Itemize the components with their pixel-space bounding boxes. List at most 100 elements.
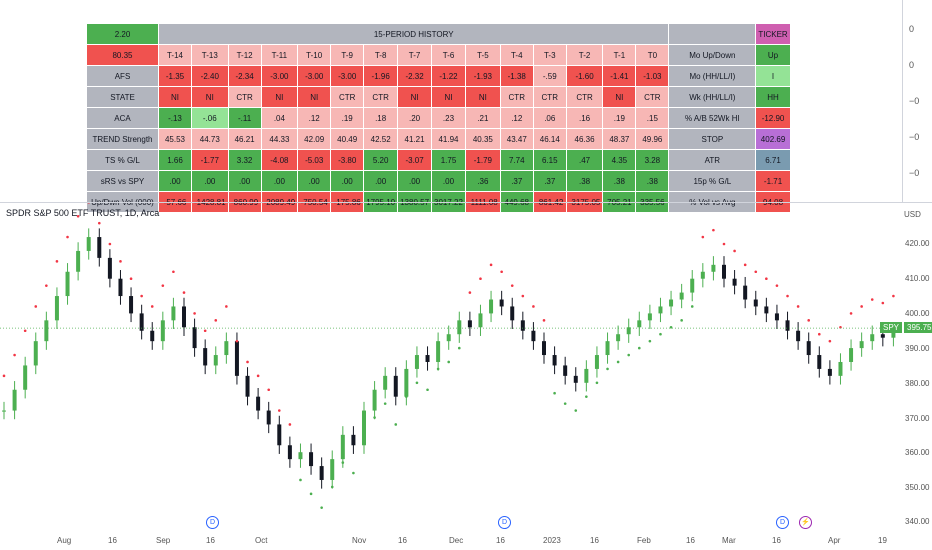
candle bbox=[266, 410, 271, 425]
table-cell: .38 bbox=[565, 170, 604, 192]
stop-dot bbox=[330, 485, 334, 489]
table-cell: .00 bbox=[191, 170, 229, 192]
stop-dot bbox=[383, 402, 387, 405]
table-cell: 3.28 bbox=[635, 149, 670, 171]
candle bbox=[393, 375, 398, 397]
candle bbox=[2, 410, 6, 412]
table-cell: -1.96 bbox=[363, 65, 399, 87]
stop-dot bbox=[839, 325, 842, 329]
dividend-marker-icon[interactable]: D bbox=[206, 516, 219, 529]
dividend-marker-icon[interactable]: D bbox=[776, 516, 789, 529]
table-cell: -1.38 bbox=[499, 65, 534, 87]
candle bbox=[23, 365, 28, 390]
x-axis-label: 16 bbox=[108, 536, 117, 545]
stop-dot bbox=[2, 374, 6, 378]
candle bbox=[351, 434, 356, 446]
table-cell: -2.34 bbox=[227, 65, 262, 87]
table-cell: .12 bbox=[499, 107, 534, 129]
table-cell: .36 bbox=[464, 170, 501, 192]
stop-dot bbox=[76, 214, 80, 218]
stop-dot bbox=[553, 391, 556, 395]
stop-dot bbox=[426, 388, 429, 392]
table-cell: 49.96 bbox=[635, 128, 670, 150]
table-cell: .20 bbox=[397, 107, 433, 129]
candle bbox=[785, 320, 790, 331]
candle bbox=[679, 292, 684, 300]
stop-dot bbox=[733, 249, 736, 253]
split-marker-icon[interactable]: ⚡ bbox=[799, 516, 812, 529]
table-row: STATE NI NI CTR NI NI CTR CTR NI NI NI CTR CTR CTR NI C… bbox=[86, 86, 791, 108]
period-header: T-1 bbox=[602, 44, 637, 66]
period-header: T-2 bbox=[565, 44, 604, 66]
table-cell: -1.60 bbox=[565, 65, 604, 87]
candle bbox=[796, 330, 801, 342]
stop-dot bbox=[23, 329, 27, 333]
stop-dot bbox=[97, 221, 101, 225]
table-row: AFS -1.35 -2.40 -2.34 -3.00 -3.00 -3.00 -1.96 -2… bbox=[86, 65, 791, 87]
side-value: HH bbox=[755, 86, 791, 108]
table-row: TS % G/L 1.66 -1.77 3.32 -4.08 -5.03 -3.80 5.20… bbox=[86, 149, 791, 171]
period-header: T-9 bbox=[330, 44, 365, 66]
table-cell: -.11 bbox=[227, 107, 262, 129]
period-header: T-6 bbox=[431, 44, 466, 66]
x-axis-label: Feb bbox=[637, 536, 651, 545]
stop-dot bbox=[140, 294, 143, 298]
stop-dot bbox=[648, 339, 652, 343]
table-cell: -1.77 bbox=[191, 149, 229, 171]
stop-dot bbox=[521, 294, 525, 298]
table-cell: 6.15 bbox=[532, 149, 567, 171]
row-label: ACA bbox=[86, 107, 159, 129]
candle bbox=[234, 341, 239, 376]
table-cell: -1.41 bbox=[602, 65, 637, 87]
table-cell: .00 bbox=[227, 170, 262, 192]
scale-tick: −0 bbox=[909, 132, 920, 142]
table-cell: -1.93 bbox=[464, 65, 501, 87]
candle bbox=[552, 355, 557, 366]
candle bbox=[107, 257, 112, 279]
table-cell: CTR bbox=[363, 86, 399, 108]
stop-dot bbox=[532, 305, 535, 308]
stop-dot bbox=[712, 228, 715, 232]
dividend-marker-icon[interactable]: D bbox=[498, 516, 511, 529]
table-row: TREND Strength 45.53 44.73 46.21 44.33 42.09 4… bbox=[86, 128, 791, 150]
period-header: T-10 bbox=[297, 44, 332, 66]
stop-dot bbox=[203, 329, 207, 333]
candle bbox=[372, 389, 377, 411]
price-chart[interactable] bbox=[0, 203, 900, 533]
candle bbox=[298, 452, 303, 460]
period-header: T-11 bbox=[260, 44, 299, 66]
candle bbox=[806, 341, 811, 356]
candle bbox=[732, 278, 737, 286]
candle bbox=[160, 320, 165, 342]
x-axis-label: Mar bbox=[722, 536, 736, 545]
candle bbox=[414, 355, 419, 369]
stop-dot bbox=[828, 339, 832, 343]
table-cell: CTR bbox=[565, 86, 604, 108]
scale-tick: 0 bbox=[909, 60, 915, 70]
side-label: Mo (HH/LL/I) bbox=[668, 65, 757, 87]
stop-dot bbox=[66, 235, 69, 239]
candle bbox=[658, 306, 663, 314]
scale-tick: −0 bbox=[909, 168, 920, 178]
pane-separator[interactable] bbox=[0, 202, 932, 203]
table-cell: .00 bbox=[363, 170, 399, 192]
y-axis-label: 370.00 bbox=[905, 414, 930, 423]
table-cell: .23 bbox=[431, 107, 466, 129]
stop-dot bbox=[161, 284, 165, 287]
x-axis-label: Oct bbox=[255, 536, 268, 545]
candle bbox=[891, 330, 896, 338]
candle bbox=[722, 264, 726, 279]
table-cell: -5.03 bbox=[297, 149, 332, 171]
table-cell: 1.75 bbox=[431, 149, 466, 171]
table-cell: 5.20 bbox=[363, 149, 399, 171]
table-cell: 40.49 bbox=[330, 128, 365, 150]
candle bbox=[224, 341, 229, 356]
candle bbox=[743, 285, 748, 300]
table-cell: .00 bbox=[431, 170, 466, 192]
candle bbox=[54, 296, 59, 321]
table-cell: -3.07 bbox=[397, 149, 433, 171]
candle bbox=[827, 368, 832, 376]
candle bbox=[404, 368, 409, 397]
stop-dot bbox=[341, 461, 345, 464]
table-cell: 7.74 bbox=[499, 149, 534, 171]
